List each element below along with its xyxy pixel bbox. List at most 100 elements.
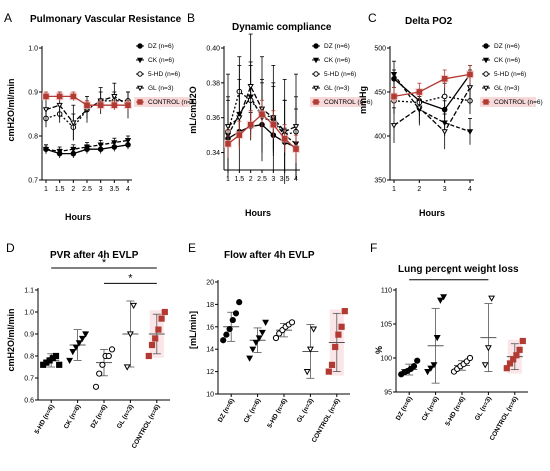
category-label: 5-HD (n=6) — [266, 398, 288, 430]
data-point — [84, 102, 90, 109]
data-point — [42, 107, 50, 113]
x-tick-label: 1 — [44, 186, 48, 193]
legend: DZ (n=6) CK (n=6) 5-HD (n=6) GL (n=3) CONTRO… — [134, 43, 197, 107]
category-label: GL (n=3) — [296, 398, 315, 424]
data-point — [92, 383, 100, 390]
data-point — [414, 357, 421, 364]
data-point — [70, 120, 77, 127]
legend-marker — [483, 71, 489, 77]
data-point — [292, 124, 300, 130]
series-3 — [42, 82, 132, 141]
legend-marker — [312, 57, 320, 64]
y-tick-label: 100 — [380, 356, 392, 363]
data-point — [506, 360, 514, 367]
panel-A: A Pulmonary Vascular Resistance cmH2O/ml… — [4, 11, 197, 222]
data-point — [436, 297, 444, 304]
x-tick-label: 2.5 — [257, 176, 267, 183]
data-point — [97, 102, 104, 109]
plot-area: 0.6 0.7 0.8 0.9 1.0 1.1 5-HD (n=6) CK (n=6) DZ (… — [24, 257, 170, 450]
y-tick-label: 110 — [381, 288, 392, 295]
data-point — [56, 102, 63, 109]
panel-F: F Lung percent weight loss % 95 100 105 110… — [370, 241, 528, 442]
x-axis-label: Hours — [245, 208, 271, 218]
legend-label: CK (n=6) — [494, 57, 520, 64]
data-point — [70, 93, 77, 100]
series-3 — [390, 69, 474, 150]
y-tick-label: 0.9 — [24, 332, 34, 339]
y-tick-label: 0.40 — [206, 46, 220, 53]
y-tick-label: 16 — [206, 324, 214, 331]
x-tick-label: 1 — [226, 176, 230, 183]
x-axis-label: Hours — [419, 208, 445, 218]
data-point — [481, 362, 489, 369]
data-point — [288, 319, 296, 326]
data-point — [111, 94, 118, 100]
y-tick-label: 0.34 — [206, 150, 220, 157]
data-point — [255, 335, 263, 342]
data-point — [467, 71, 473, 78]
category-label: CK (n=6) — [63, 404, 83, 431]
data-point — [519, 337, 526, 345]
category-label: DZ (n=6) — [395, 396, 414, 422]
data-point — [252, 339, 260, 347]
group-4 — [503, 337, 526, 374]
legend-marker — [313, 99, 319, 105]
data-point — [513, 352, 520, 359]
x-tick-label: 3 — [99, 186, 103, 193]
data-point — [416, 105, 423, 112]
data-point — [325, 368, 332, 375]
significance-label: * — [447, 269, 452, 281]
data-point — [510, 356, 517, 363]
data-point — [440, 294, 448, 301]
y-axis-label: cmH2O/ml/min — [6, 78, 16, 141]
plot-area: 0.340.360.380.401 1.5 2 2.5 3 3.5 4 — [206, 33, 300, 184]
series-4 — [390, 65, 474, 106]
y-tick-label: 0.38 — [206, 80, 220, 87]
data-point — [488, 295, 496, 302]
data-point — [96, 370, 103, 377]
series-line — [393, 87, 471, 133]
data-point — [75, 340, 83, 347]
data-point — [416, 89, 423, 95]
data-point — [69, 349, 77, 356]
group-1 — [66, 329, 90, 365]
y-tick-label: 0.36 — [206, 115, 220, 122]
data-point — [338, 323, 345, 330]
significance-label: * — [102, 257, 107, 269]
legend-marker — [136, 57, 144, 64]
panel-B: B Dynamic compliance mL/cmH2O Hours 0.34… — [187, 11, 373, 218]
group-0 — [398, 357, 421, 378]
series-4 — [224, 99, 300, 164]
legend-label: GL (n=3) — [494, 85, 520, 92]
chart-title: Flow after 4h EVLP — [224, 250, 315, 261]
data-point — [441, 76, 448, 82]
data-point — [332, 343, 339, 351]
chart-title: Dynamic compliance — [232, 22, 332, 33]
series-1 — [390, 60, 474, 145]
x-tick-label: 2 — [71, 186, 75, 193]
y-tick-label: 0.7 — [24, 376, 34, 383]
data-point — [232, 310, 240, 317]
x-tick-label: 2.5 — [82, 186, 92, 193]
y-tick-label: 10 — [206, 392, 214, 399]
y-axis-label: % — [374, 346, 384, 354]
data-point — [158, 315, 165, 322]
data-point — [224, 124, 232, 130]
panel-letter: A — [4, 11, 12, 25]
data-point — [258, 329, 266, 337]
data-point — [78, 335, 86, 343]
data-point — [484, 345, 492, 352]
group-3 — [302, 324, 319, 379]
group-0 — [40, 352, 63, 368]
data-point — [466, 354, 474, 362]
data-point — [259, 111, 265, 118]
category-label: 5-HD (n=6) — [34, 404, 56, 436]
legend-label: DZ (n=6) — [324, 43, 350, 50]
legend-highlight — [134, 97, 190, 107]
data-point — [225, 141, 231, 147]
y-tick-label: 105 — [380, 322, 392, 329]
legend-marker — [137, 99, 143, 105]
plot-area: 350 400 450 500 1 2 3 4 — [374, 46, 474, 193]
series-line — [393, 95, 471, 104]
